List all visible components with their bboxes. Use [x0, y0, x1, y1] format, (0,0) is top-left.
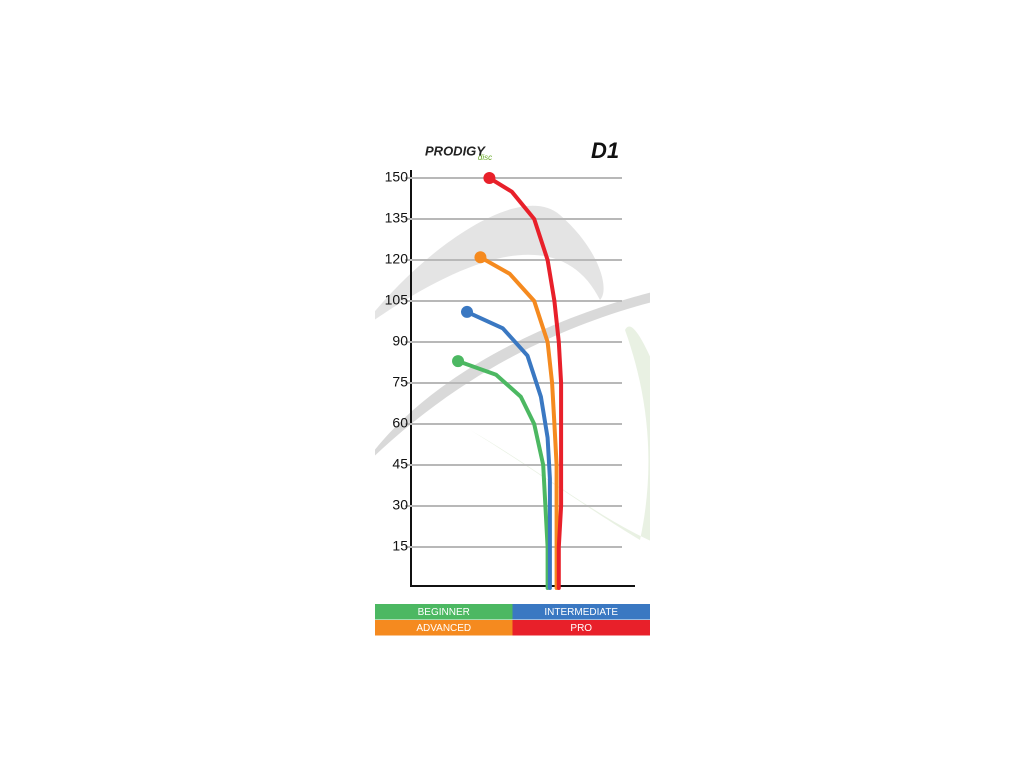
y-tick-label: 60 — [392, 415, 408, 431]
legend-label: ADVANCED — [416, 623, 471, 634]
y-tick-label: 135 — [385, 210, 409, 226]
flight-path — [465, 309, 552, 590]
chart-title: D1 — [591, 138, 619, 163]
release-point — [461, 305, 473, 318]
legend-label: BEGINNER — [418, 607, 470, 618]
background-swoosh — [375, 205, 650, 541]
y-tick-label: 45 — [392, 456, 408, 472]
brand-subtext: disc — [478, 153, 492, 162]
legend-label: INTERMEDIATE — [544, 607, 618, 618]
y-tick-label: 120 — [385, 251, 409, 267]
y-tick-label: 75 — [392, 374, 408, 390]
legend-label: PRO — [570, 623, 592, 634]
brand: PRODIGY — [425, 143, 486, 158]
flight-path — [487, 176, 564, 590]
legend-swatch — [512, 620, 650, 636]
release-point — [474, 251, 487, 264]
y-tick-label: 30 — [392, 497, 408, 513]
y-tick-label: 105 — [385, 292, 409, 308]
y-tick-label: 90 — [392, 333, 408, 349]
release-point — [452, 355, 465, 368]
flight-path — [478, 255, 559, 590]
release-point — [483, 172, 496, 184]
legend-swatch — [512, 604, 650, 620]
y-tick-label: 15 — [392, 538, 408, 554]
y-tick-label: 150 — [385, 169, 409, 185]
legend-swatch — [375, 604, 513, 620]
flight-path — [456, 359, 550, 590]
legend-swatch — [375, 620, 513, 636]
